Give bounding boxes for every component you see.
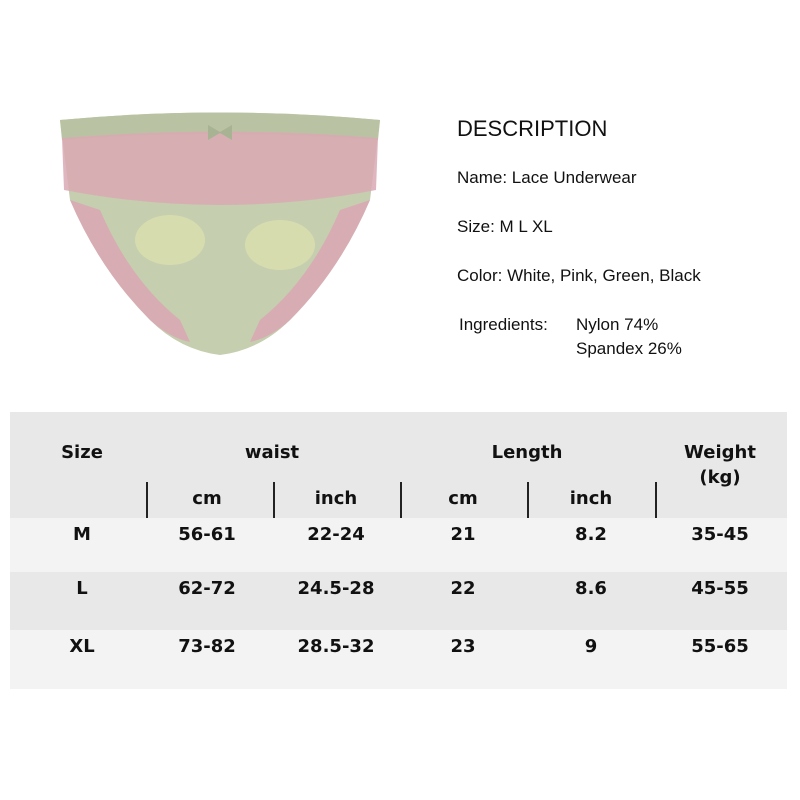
cell-length-cm: 22 — [450, 578, 476, 599]
table-row: L 62-72 24.5-28 22 8.6 45-55 — [10, 572, 787, 630]
header-weight-unit: (kg) — [699, 467, 741, 488]
column-divider — [273, 482, 275, 518]
product-ingredients: Ingredients: Nylon 74% Spandex 26% — [457, 315, 701, 363]
description-title: DESCRIPTION — [457, 116, 608, 141]
table-row: M 56-61 22-24 21 8.2 35-45 — [10, 518, 787, 572]
ingredient-spandex: Spandex 26% — [576, 339, 682, 358]
ingredient-nylon: Nylon 74% — [576, 315, 659, 334]
description-panel: DESCRIPTION Name: Lace Underwear Size: M… — [457, 116, 701, 363]
product-image — [40, 80, 400, 370]
column-divider — [146, 482, 148, 518]
cell-weight: 55-65 — [691, 636, 749, 657]
underwear-illustration — [60, 112, 380, 355]
subheader-waist-cm: cm — [192, 488, 222, 509]
cell-length-inch: 9 — [584, 636, 598, 657]
subheader-length-inch: inch — [569, 488, 613, 509]
product-colors: Color: White, Pink, Green, Black — [457, 266, 701, 285]
size-chart-table: Size waist Length Weight (kg) cm inch cm… — [10, 412, 787, 689]
ingredients-label: Ingredients: — [459, 315, 548, 334]
cell-size: XL — [69, 636, 95, 657]
cell-size: M — [73, 524, 91, 545]
cell-length-inch: 8.2 — [575, 524, 607, 545]
header-weight: Weight — [684, 442, 756, 463]
cell-size: L — [76, 578, 88, 599]
cell-length-inch: 8.6 — [575, 578, 607, 599]
subheader-waist-inch: inch — [314, 488, 358, 509]
header-size: Size — [61, 442, 103, 463]
cell-waist-cm: 56-61 — [178, 524, 236, 545]
cell-waist-inch: 28.5-32 — [297, 636, 375, 657]
cell-length-cm: 23 — [450, 636, 476, 657]
table-header: Size waist Length Weight (kg) cm inch cm… — [10, 412, 787, 518]
column-divider — [400, 482, 402, 518]
product-name: Name: Lace Underwear — [457, 168, 637, 187]
cell-length-cm: 21 — [450, 524, 476, 545]
cell-waist-inch: 22-24 — [307, 524, 365, 545]
cell-waist-cm: 62-72 — [178, 578, 236, 599]
table-row: XL 73-82 28.5-32 23 9 55-65 — [10, 630, 787, 689]
header-length: Length — [491, 442, 563, 463]
cell-waist-cm: 73-82 — [178, 636, 236, 657]
subheader-length-cm: cm — [448, 488, 478, 509]
cell-weight: 45-55 — [691, 578, 749, 599]
cell-waist-inch: 24.5-28 — [297, 578, 375, 599]
cell-weight: 35-45 — [691, 524, 749, 545]
product-sizes: Size: M L XL — [457, 217, 553, 236]
column-divider — [655, 482, 657, 518]
column-divider — [527, 482, 529, 518]
header-waist: waist — [244, 442, 300, 463]
